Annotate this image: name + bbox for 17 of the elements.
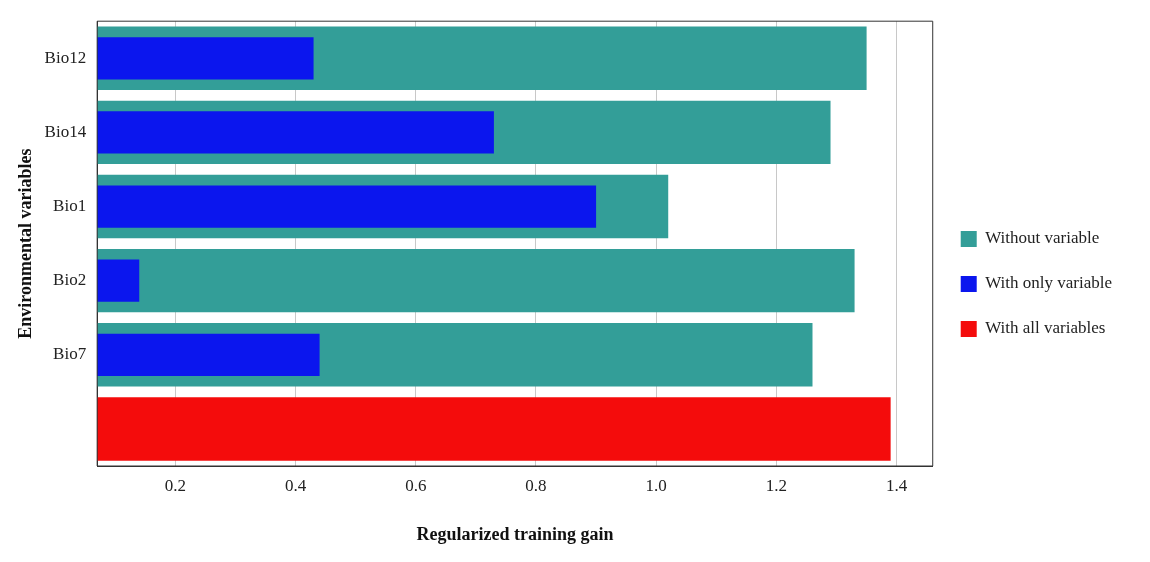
x-axis-title: Regularized training gain bbox=[416, 523, 614, 544]
y-axis-title: Environmental variables bbox=[15, 148, 36, 339]
legend-label: Without variable bbox=[985, 228, 1100, 248]
y-tick-label: Bio14 bbox=[44, 121, 87, 141]
y-tick-label: Bio1 bbox=[53, 196, 87, 215]
x-tick-label: 1.4 bbox=[886, 475, 908, 495]
legend-label: With all variables bbox=[985, 318, 1106, 338]
x-tick-label: 1.0 bbox=[645, 475, 667, 495]
x-tick-label: 0.8 bbox=[525, 475, 547, 495]
y-tick-label: Bio7 bbox=[53, 344, 87, 364]
x-tick-label: 0.6 bbox=[405, 475, 427, 495]
x-tick-label: 0.2 bbox=[164, 475, 186, 495]
x-tick-label: 1.2 bbox=[765, 475, 788, 495]
y-tick-label: Bio2 bbox=[53, 270, 87, 290]
legend-label: With only variable bbox=[985, 273, 1112, 293]
y-tick-label: Bio12 bbox=[44, 47, 87, 67]
x-tick-label: 0.4 bbox=[284, 475, 307, 495]
